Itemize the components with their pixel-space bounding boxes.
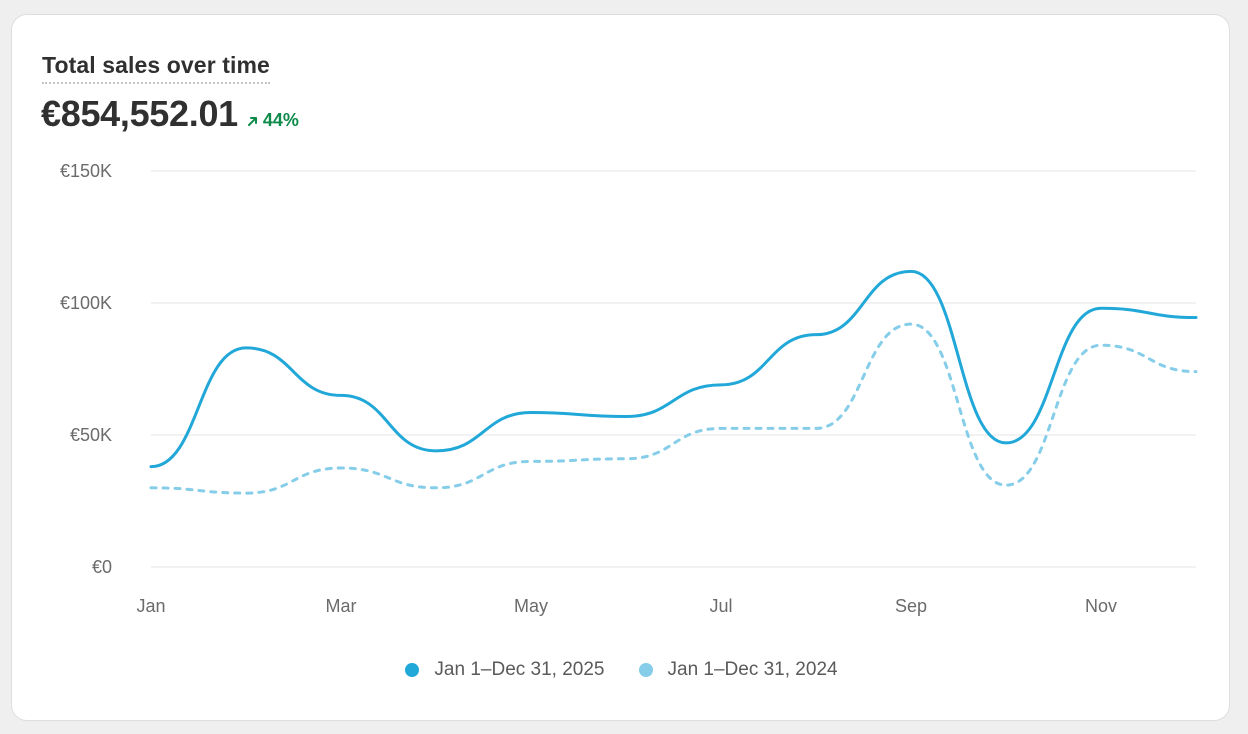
data-point[interactable] xyxy=(1190,366,1202,378)
x-tick-label: Sep xyxy=(895,596,927,616)
data-point[interactable] xyxy=(145,461,157,473)
data-point[interactable] xyxy=(715,379,727,391)
x-tick-label: Nov xyxy=(1085,596,1117,616)
data-point[interactable] xyxy=(715,422,727,434)
data-point[interactable] xyxy=(335,389,347,401)
legend-item[interactable]: Jan 1–Dec 31, 2025 xyxy=(405,659,605,681)
data-point[interactable] xyxy=(1000,437,1012,449)
data-point[interactable] xyxy=(430,445,442,457)
chart-legend: Jan 1–Dec 31, 2025 Jan 1–Dec 31, 2024 xyxy=(12,659,1231,681)
y-tick-label: €100K xyxy=(60,293,112,313)
data-point[interactable] xyxy=(430,482,442,494)
change-badge: 44% xyxy=(247,110,299,131)
chart-title[interactable]: Total sales over time xyxy=(42,52,270,84)
legend-swatch xyxy=(405,663,420,677)
legend-label: Jan 1–Dec 31, 2025 xyxy=(434,659,605,680)
data-point[interactable] xyxy=(145,482,157,494)
data-point[interactable] xyxy=(620,453,632,465)
data-point[interactable] xyxy=(1190,312,1202,324)
data-point[interactable] xyxy=(335,462,347,474)
data-point[interactable] xyxy=(1095,339,1107,351)
data-point[interactable] xyxy=(810,422,822,434)
data-point[interactable] xyxy=(620,411,632,423)
data-point[interactable] xyxy=(1095,302,1107,314)
total-sales-value: €854,552.01 xyxy=(41,93,238,134)
data-point[interactable] xyxy=(240,342,252,354)
total-row: €854,552.01 44% xyxy=(41,93,299,135)
y-tick-label: €150K xyxy=(60,161,112,181)
data-point[interactable] xyxy=(525,407,537,419)
legend-label: Jan 1–Dec 31, 2024 xyxy=(667,659,838,680)
series-line-1[interactable] xyxy=(149,322,1198,495)
y-tick-label: €0 xyxy=(92,557,112,577)
change-percent: 44% xyxy=(262,110,299,130)
legend-item[interactable]: Jan 1–Dec 31, 2024 xyxy=(638,659,838,681)
data-point[interactable] xyxy=(525,455,537,467)
series-line-0[interactable] xyxy=(149,269,1198,469)
arrow-up-right-icon xyxy=(247,117,257,126)
data-point[interactable] xyxy=(905,318,917,330)
legend-swatch xyxy=(638,663,653,677)
x-tick-label: Mar xyxy=(326,596,357,616)
x-tick-label: Jan xyxy=(136,596,165,616)
x-tick-label: May xyxy=(514,596,548,616)
line-chart: €0 €50K €100K €150K Jan Mar May Jul Sep Nov xyxy=(60,161,1202,616)
data-point[interactable] xyxy=(1000,479,1012,491)
data-point[interactable] xyxy=(905,265,917,277)
x-tick-label: Jul xyxy=(709,596,732,616)
data-point[interactable] xyxy=(240,487,252,499)
data-point[interactable] xyxy=(810,329,822,341)
sales-card: Total sales over time €854,552.01 44% €0… xyxy=(11,14,1230,721)
y-tick-label: €50K xyxy=(70,425,112,445)
